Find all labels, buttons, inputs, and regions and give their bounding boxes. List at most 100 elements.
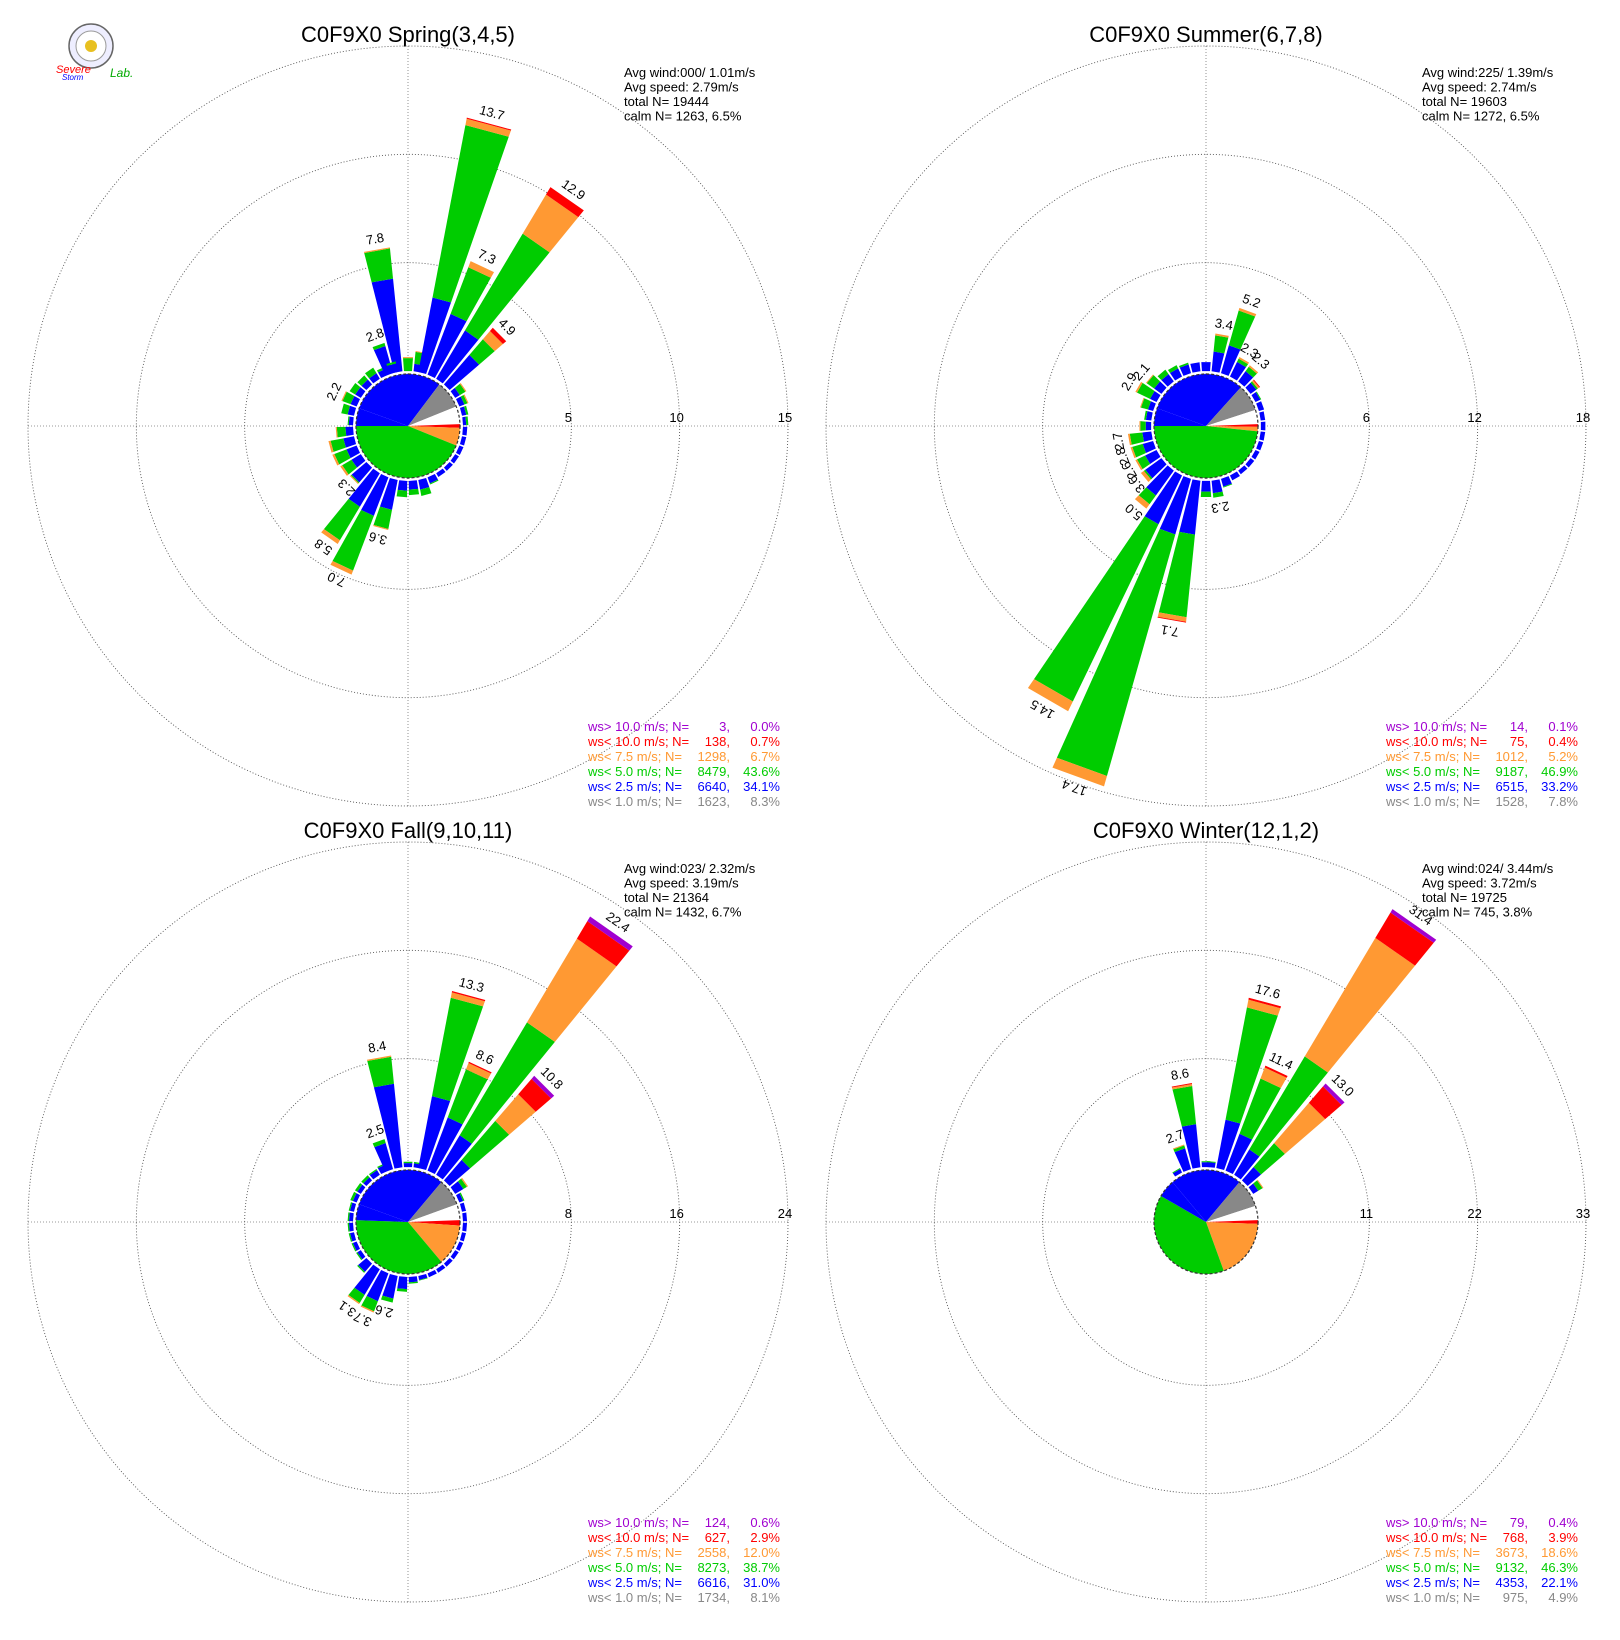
bar-dir-200: 17.4 bbox=[1052, 476, 1192, 799]
bar-segment-green bbox=[1167, 365, 1179, 374]
bar-dir-65 bbox=[456, 1192, 465, 1203]
bar-dir-125 bbox=[450, 1250, 459, 1260]
center-pie-slice-red bbox=[1206, 424, 1259, 427]
bar-segment-green bbox=[349, 383, 361, 395]
legend-count: 6640, bbox=[697, 779, 730, 794]
bar-label: 2.2 bbox=[323, 380, 344, 403]
bar-segment-blue bbox=[1259, 431, 1266, 441]
bar-segment-blue bbox=[462, 426, 468, 436]
bar-segment-green bbox=[408, 488, 420, 496]
bar-segment-blue bbox=[1211, 479, 1223, 494]
ring-18 bbox=[825, 45, 1587, 807]
center-pie-slice-blue bbox=[1157, 374, 1241, 426]
bar-segment-blue bbox=[351, 454, 366, 468]
bar-segment-green bbox=[1136, 455, 1151, 470]
bar-dir-295: 2.2 bbox=[323, 380, 360, 407]
chart-title: C0F9X0 Spring(3,4,5) bbox=[301, 22, 515, 47]
ring-16 bbox=[135, 949, 681, 1495]
bar-segment-blue bbox=[1245, 458, 1255, 468]
bar-segment-orange bbox=[1171, 1083, 1193, 1090]
bar-segment-orange bbox=[482, 331, 503, 352]
bar-segment-blue bbox=[1220, 345, 1241, 376]
bar-segment-red bbox=[1171, 1083, 1192, 1088]
bar-segment-green bbox=[336, 426, 347, 438]
bar-dir-150 bbox=[1229, 471, 1240, 481]
center-pie-outline bbox=[1153, 1169, 1259, 1275]
bar-segment-green bbox=[348, 1287, 365, 1303]
bar-segment-green bbox=[381, 1295, 394, 1303]
bar-label: 7.0 bbox=[325, 569, 348, 590]
bar-segment-orange bbox=[335, 426, 338, 438]
legend-count: 4353, bbox=[1495, 1575, 1528, 1590]
bar-dir-225 bbox=[357, 1257, 373, 1273]
bar-segment-green bbox=[1034, 516, 1159, 702]
bar-segment-green bbox=[357, 1265, 365, 1273]
bar-segment-blue bbox=[1159, 476, 1192, 535]
bar-segment-orange bbox=[363, 247, 390, 253]
bar-segment-blue bbox=[1206, 1162, 1216, 1168]
bar-segment-blue bbox=[1145, 421, 1152, 431]
bar-segment-green bbox=[1245, 366, 1257, 378]
bar-segment-green bbox=[372, 342, 386, 351]
bar-segment-orange bbox=[321, 529, 340, 544]
bar-dir-35: 12.9 bbox=[436, 176, 588, 384]
legend-label: ws< 10.0 m/s; N= bbox=[587, 1530, 689, 1545]
stat-line: Avg speed: 3.19m/s bbox=[624, 876, 739, 891]
bar-segment-green bbox=[364, 248, 394, 283]
bar-dir-175 bbox=[408, 480, 420, 496]
bar-dir-195: 2.6 bbox=[373, 1273, 398, 1321]
bar-segment-blue bbox=[456, 1241, 464, 1251]
bar-dir-35: 22.4 bbox=[436, 909, 633, 1180]
bar-segment-blue bbox=[355, 387, 366, 398]
bar-dir-350: 8.6 bbox=[1170, 1065, 1201, 1169]
bar-segment-blue bbox=[348, 1212, 354, 1222]
bar-dir-45: 4.9 bbox=[443, 315, 519, 391]
bar-segment-green bbox=[403, 1161, 413, 1164]
bar-segment-blue bbox=[352, 1241, 360, 1251]
legend-label: ws< 1.0 m/s; N= bbox=[1385, 1590, 1480, 1605]
bar-segment-red bbox=[518, 1078, 552, 1112]
ring-6 bbox=[1042, 262, 1370, 590]
bar-dir-235 bbox=[340, 454, 366, 476]
bar-segment-blue bbox=[443, 354, 480, 391]
legend-percent: 0.4% bbox=[1548, 1515, 1578, 1530]
bar-segment-green bbox=[461, 1120, 510, 1169]
bar-segment-blue bbox=[369, 1170, 380, 1180]
bar-segment-orange bbox=[1260, 1067, 1287, 1089]
bar-segment-blue bbox=[343, 436, 357, 448]
bar-segment-orange bbox=[366, 1055, 392, 1062]
bar-segment-orange bbox=[1130, 446, 1137, 459]
bar-segment-orange bbox=[1139, 421, 1141, 431]
bar-segment-blue bbox=[1179, 479, 1201, 535]
legend-percent: 0.4% bbox=[1548, 734, 1578, 749]
bar-segment-red bbox=[1253, 379, 1261, 388]
bar-segment-blue bbox=[1154, 381, 1167, 394]
stat-line: Avg wind:023/ 2.32m/s bbox=[624, 861, 756, 876]
bar-dir-255 bbox=[348, 1232, 357, 1242]
bar-label: 2.8 bbox=[1112, 445, 1132, 467]
bar-dir-15: 17.6 bbox=[1216, 981, 1282, 1171]
stat-line: calm N= 1432, 6.7% bbox=[624, 905, 742, 920]
bar-label: 8.6 bbox=[474, 1046, 497, 1067]
bar-segment-orange bbox=[1027, 679, 1073, 712]
bar-segment-orange bbox=[373, 525, 389, 531]
bar-segment-blue bbox=[1179, 364, 1192, 376]
bar-dir-205: 3.7 bbox=[351, 1270, 389, 1330]
bar-dir-170: 2.3 bbox=[1210, 479, 1231, 516]
bar-segment-green bbox=[372, 1139, 386, 1148]
bar-dir-80 bbox=[1259, 411, 1266, 421]
ring-33 bbox=[825, 841, 1587, 1603]
legend-count: 6515, bbox=[1495, 779, 1528, 794]
legend-count: 79, bbox=[1510, 1515, 1528, 1530]
bar-segment-blue bbox=[351, 461, 373, 483]
bar-dir-10: 3.4 bbox=[1211, 315, 1234, 373]
bar-segment-green bbox=[348, 1233, 353, 1242]
bar-label: 3.6 bbox=[367, 529, 388, 548]
bar-dir-155 bbox=[427, 474, 439, 485]
bar-segment-blue bbox=[459, 1202, 467, 1212]
bar-segment-blue bbox=[450, 387, 460, 398]
legend-percent: 46.3% bbox=[1541, 1560, 1578, 1575]
bar-segment-green bbox=[1228, 310, 1256, 350]
bar-segment-green bbox=[356, 1252, 363, 1261]
stat-line: total N= 21364 bbox=[624, 890, 709, 905]
